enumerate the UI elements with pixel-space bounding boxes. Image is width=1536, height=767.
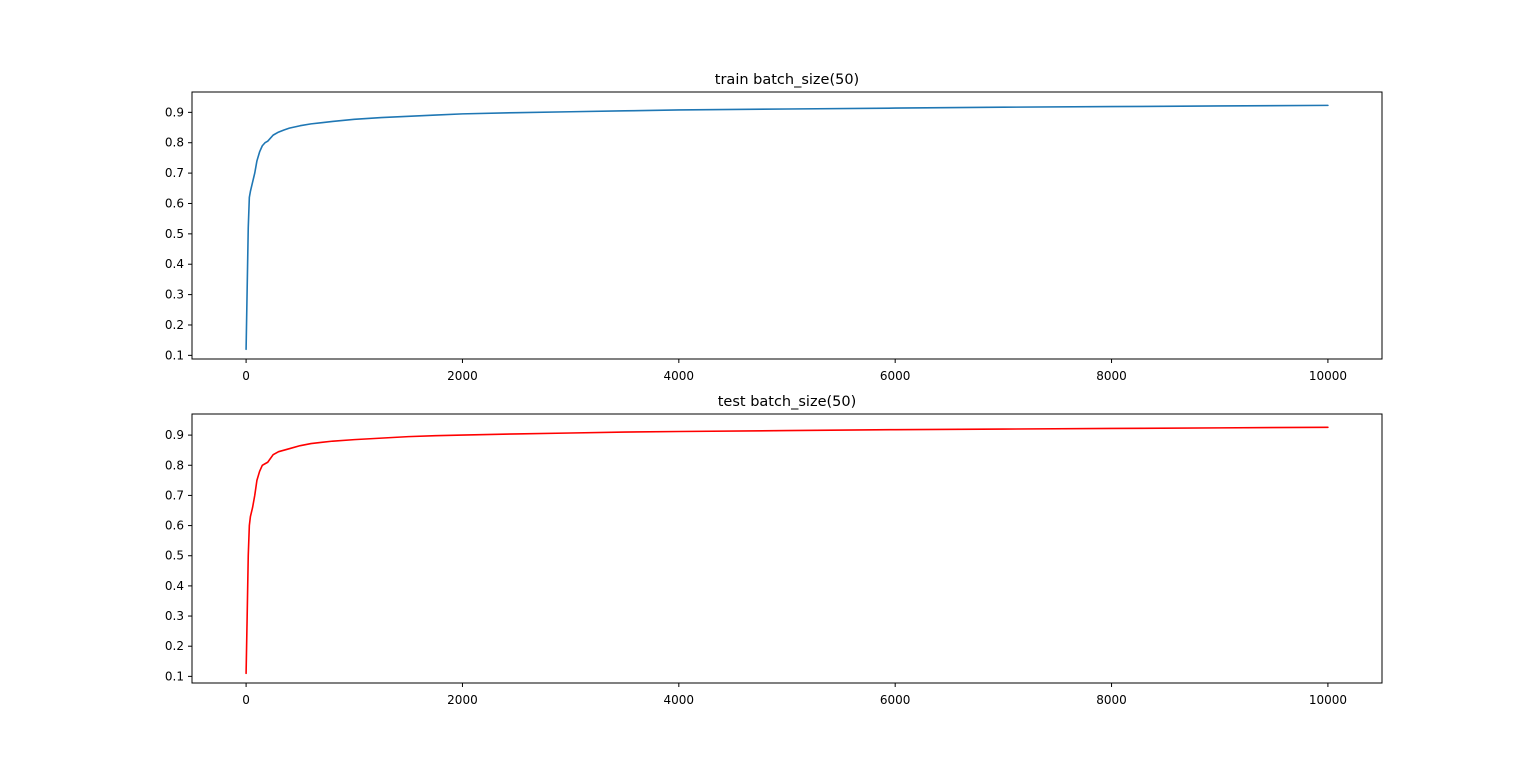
y-tick-label: 0.4 [165, 257, 184, 271]
plot-area-train: 0 2000 4000 6000 8000 10000 0.1 0.2 0.3 0.4 0.5 0.6… [165, 91, 1383, 383]
y-tick-label: 0.5 [165, 227, 184, 241]
axes-frame [191, 91, 1383, 360]
y-tick-label: 0.9 [165, 105, 184, 119]
x-tick-label: 4000 [664, 369, 695, 383]
x-tick-label: 4000 [664, 693, 695, 707]
y-tick-label: 0.3 [165, 609, 184, 623]
y-tick-label: 0.1 [165, 348, 184, 362]
y-tick-label: 0.4 [165, 579, 184, 593]
y-tick-label: 0.2 [165, 318, 184, 332]
y-tick-label: 0.5 [165, 549, 184, 563]
y-tick-label: 0.8 [165, 136, 184, 150]
x-tick-label: 0 [242, 693, 250, 707]
plot-area-test: 0 2000 4000 6000 8000 10000 0.1 0.2 0.3 0.4 0.5 0.6… [165, 413, 1383, 707]
series-line-1-0 [245, 426, 1329, 675]
x-tick-label: 6000 [880, 693, 911, 707]
x-tick-label: 10000 [1309, 693, 1347, 707]
x-tick-label: 2000 [447, 369, 478, 383]
subplot-train: train batch_size(50) 0 2000 4000 6000 8000 10… [165, 72, 1383, 383]
y-tick-label: 0.7 [165, 488, 184, 502]
y-tick-label: 0.8 [165, 458, 184, 472]
x-tick-label: 10000 [1309, 369, 1347, 383]
chart-title-test: test batch_size(50) [718, 394, 857, 410]
x-tick-label: 0 [242, 369, 250, 383]
y-tick-label: 0.9 [165, 428, 184, 442]
y-tick-label: 0.2 [165, 639, 184, 653]
y-tick-label: 0.3 [165, 288, 184, 302]
y-tick-label: 0.1 [165, 669, 184, 683]
series-line-0-0 [245, 104, 1329, 351]
x-tick-label: 8000 [1096, 369, 1127, 383]
x-tick-label: 8000 [1096, 693, 1127, 707]
y-tick-label: 0.6 [165, 519, 184, 533]
y-tick-label: 0.7 [165, 166, 184, 180]
y-tick-label: 0.6 [165, 196, 184, 210]
x-tick-label: 6000 [880, 369, 911, 383]
axes-frame [191, 413, 1383, 684]
x-tick-label: 2000 [447, 693, 478, 707]
chart-title-train: train batch_size(50) [715, 72, 859, 88]
subplot-test: test batch_size(50) 0 2000 4000 6000 8000 100… [165, 394, 1383, 707]
